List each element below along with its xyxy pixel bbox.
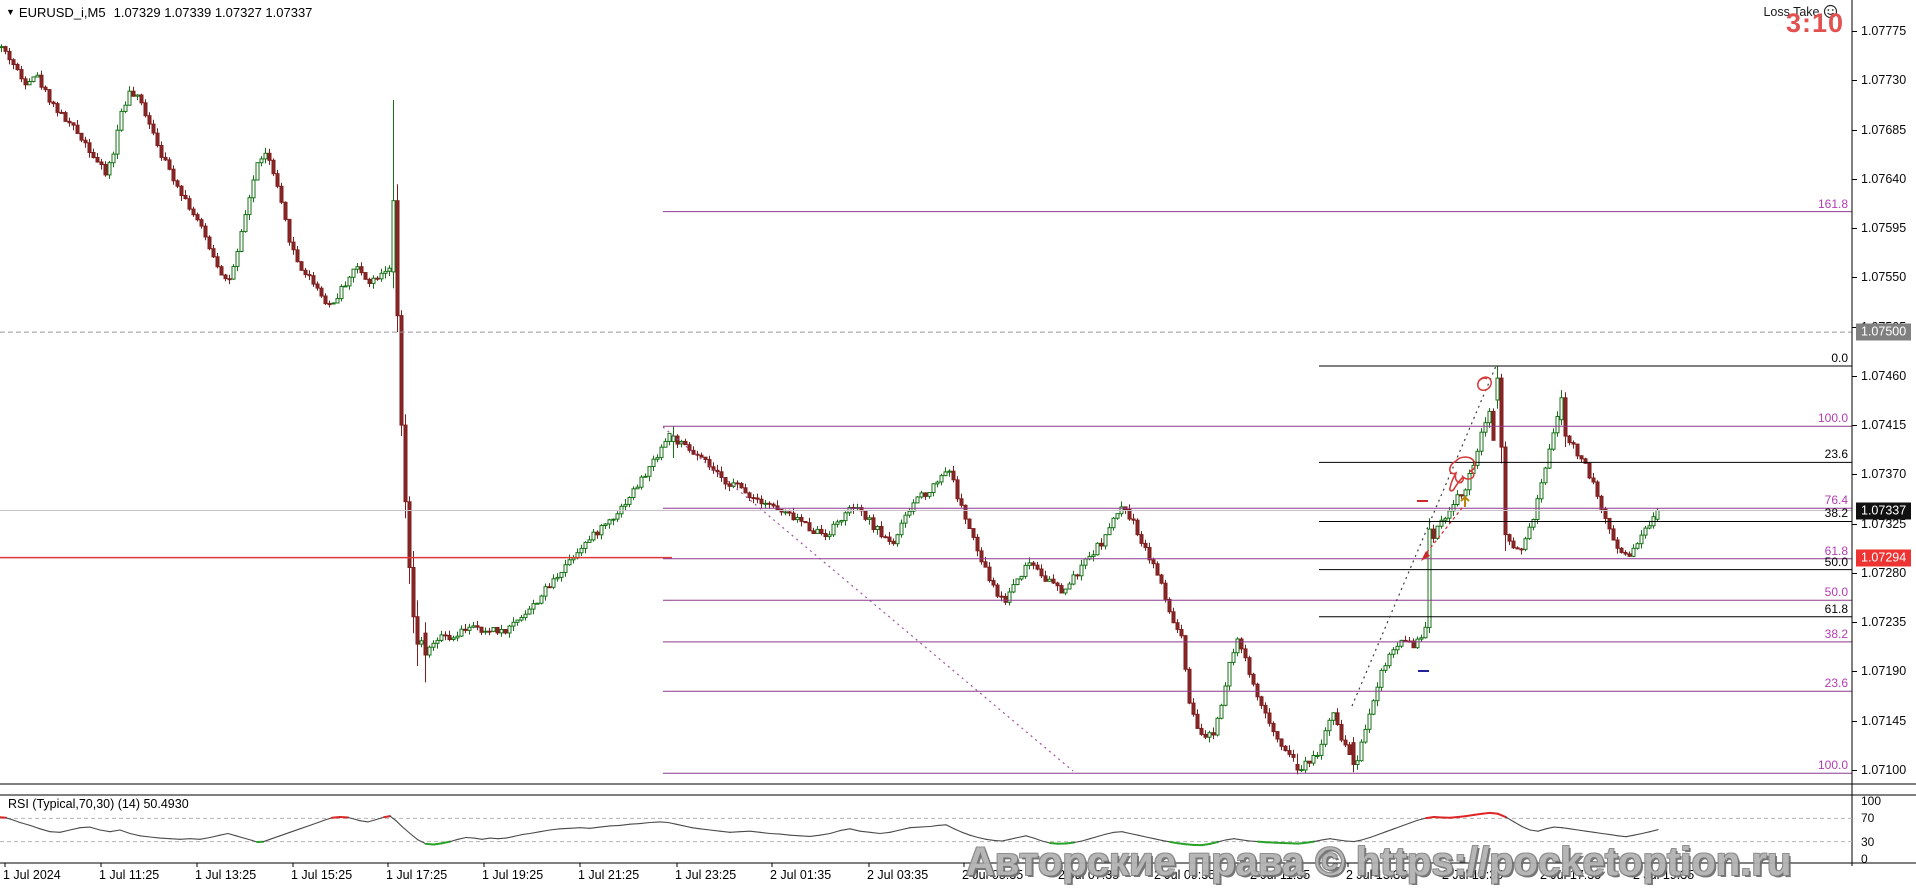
thumbs-down-icon <box>1449 456 1476 492</box>
time-axis-label: 1 Jul 13:25 <box>195 868 257 882</box>
navy-dash-marker <box>1418 670 1429 672</box>
time-axis-label: 1 Jul 23:25 <box>675 868 737 882</box>
price-axis-tick <box>1852 524 1857 525</box>
price-axis-label: 1.07370 <box>1861 467 1907 481</box>
time-axis-label: 2 Jul 19:35 <box>1633 868 1695 882</box>
price-axis-label: 1.07730 <box>1861 73 1907 87</box>
price-axis-tick <box>1852 179 1857 180</box>
price-axis-tick <box>1852 130 1857 131</box>
price-axis-label: 1.07415 <box>1861 418 1907 432</box>
time-axis-label: 2 Jul 07:35 <box>1058 868 1120 882</box>
time-axis-label: 2 Jul 03:35 <box>867 868 929 882</box>
price-axis-tick <box>1852 228 1857 229</box>
price-axis-label: 1.07775 <box>1861 24 1907 38</box>
fib-level-label: 100.0 <box>1817 758 1848 773</box>
fib-level-label: 100.0 <box>1817 411 1848 426</box>
fib-level-label: 0.0 <box>1831 351 1848 365</box>
time-axis-label: 2 Jul 05:35 <box>962 868 1024 882</box>
price-axis-label: 1.07640 <box>1861 172 1907 186</box>
price-axis-tick <box>1852 622 1857 623</box>
watermark: Авторские права © https://pocketoption.r… <box>966 840 1792 884</box>
fib-level-label: 23.6 <box>1824 676 1848 691</box>
expiry-timer: 3:10 <box>1786 8 1845 38</box>
time-axis-label: 1 Jul 21:25 <box>578 868 640 882</box>
price-axis-tick <box>1852 474 1857 475</box>
price-axis-tick <box>1852 277 1857 278</box>
fib-level-label: 76.4 <box>1824 493 1848 508</box>
fib-level-label: 61.8 <box>1824 543 1848 558</box>
fib-level-label: 38.2 <box>1824 506 1848 521</box>
price-axis-tick <box>1852 327 1857 328</box>
price-axis-label: 1.07685 <box>1861 123 1907 137</box>
price-badge: 1.07500 <box>1856 323 1912 341</box>
loss-take-label: Loss Take <box>1763 4 1838 19</box>
ohlc-values: 1.07329 1.07339 1.07327 1.07337 <box>113 5 313 20</box>
fib-level-label: 50.0 <box>1824 585 1848 600</box>
price-axis-label: 1.07550 <box>1861 270 1907 284</box>
time-axis-label: 1 Jul 11:25 <box>99 868 160 882</box>
chart-header: ▼ EURUSD_i,M5 1.07329 1.07339 1.07327 1.07… <box>6 5 312 20</box>
time-axis-label: 1 Jul 19:25 <box>482 868 544 882</box>
price-axis-tick <box>1852 770 1857 771</box>
time-axis-label: 2 Jul 11:35 <box>1250 868 1311 882</box>
time-axis-label: 2 Jul 13:35 <box>1346 868 1408 882</box>
price-axis-label: 1.07145 <box>1861 714 1907 728</box>
price-axis-tick <box>1852 721 1857 722</box>
time-axis-label: 1 Jul 2024 <box>3 868 61 882</box>
time-axis-label: 2 Jul 01:35 <box>770 868 832 882</box>
red-scribble-icon <box>1477 376 1492 391</box>
red-dash-marker <box>1417 500 1428 502</box>
rsi-axis-label: 70 <box>1861 811 1875 825</box>
fib-base-black-dashed[interactable] <box>1351 365 1497 707</box>
time-axis-label: 1 Jul 15:25 <box>291 868 353 882</box>
price-axis-label: 1.07595 <box>1861 221 1907 235</box>
buy-arrow-icon <box>1460 495 1470 507</box>
rsi-axis-label: 0 <box>1861 852 1868 866</box>
fib-level-label: 23.6 <box>1824 447 1848 462</box>
price-axis-tick <box>1852 671 1857 672</box>
time-axis-label: 2 Jul 15:35 <box>1442 868 1504 882</box>
fib-level-label: 50.0 <box>1824 554 1848 569</box>
price-axis-tick <box>1852 376 1857 377</box>
symbol-dropdown-icon[interactable]: ▼ <box>6 7 15 17</box>
price-axis-tick <box>1852 31 1857 32</box>
red-dashed-arrow-line[interactable] <box>1423 502 1467 557</box>
price-badge: 1.07337 <box>1856 502 1912 520</box>
price-axis-label: 1.07100 <box>1861 763 1907 777</box>
red-arrowhead-icon <box>1421 551 1430 561</box>
price-axis-label: 1.07235 <box>1861 615 1907 629</box>
fib-base-purple-dashed[interactable] <box>662 426 1074 772</box>
symbol-timeframe-label: EURUSD_i,M5 <box>18 5 106 20</box>
price-axis-tick <box>1852 80 1857 81</box>
price-axis-tick <box>1852 573 1857 574</box>
time-axis-label: 1 Jul 17:25 <box>386 868 448 882</box>
price-axis-tick <box>1852 425 1857 426</box>
rsi-axis-label: 100 <box>1861 794 1882 808</box>
price-axis-label: 1.07280 <box>1861 566 1907 580</box>
price-axis-label: 1.07325 <box>1861 517 1907 531</box>
price-axis-label: 1.07190 <box>1861 664 1907 678</box>
price-axis-label: 1.07460 <box>1861 369 1907 383</box>
time-axis-label: 2 Jul 17:35 <box>1540 868 1602 882</box>
price-badge: 1.07294 <box>1856 549 1912 567</box>
time-axis-label: 2 Jul 09:35 <box>1154 868 1216 882</box>
fib-level-label: 161.8 <box>1817 196 1848 211</box>
smiley-icon[interactable] <box>1823 4 1838 19</box>
rsi-axis-label: 30 <box>1861 835 1875 849</box>
fib-level-label: 38.2 <box>1824 626 1848 641</box>
fib-level-label: 61.8 <box>1824 601 1848 616</box>
rsi-indicator-label: RSI (Typical,70,30) (14) 50.4930 <box>8 797 189 811</box>
